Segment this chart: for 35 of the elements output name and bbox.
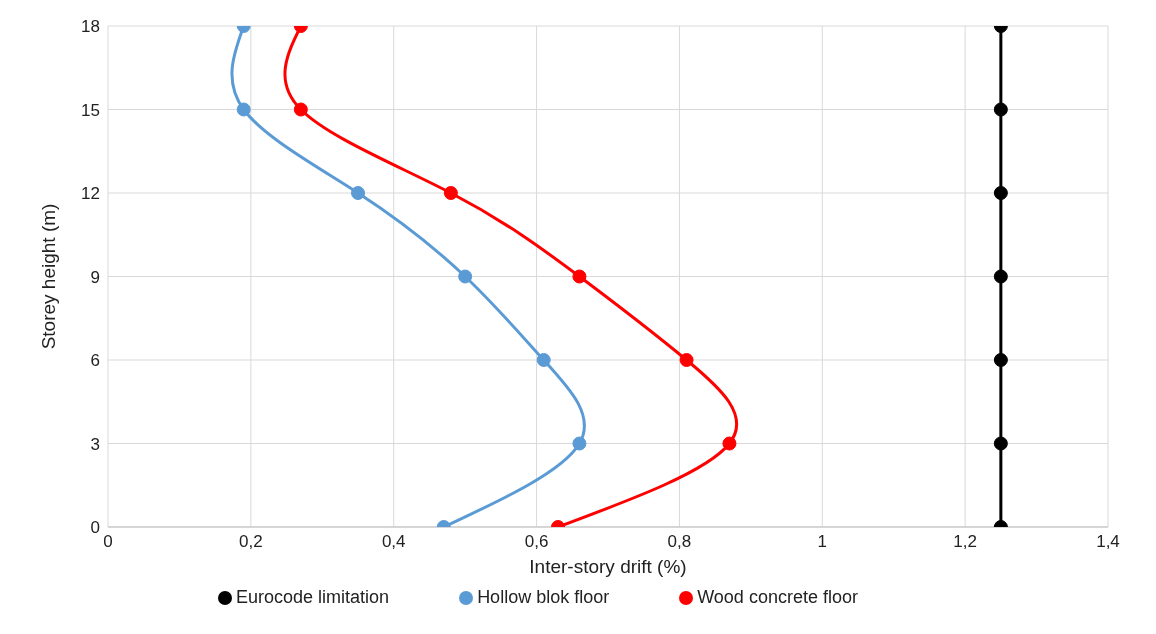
x-tick-label: 0,8 — [667, 532, 692, 552]
x-tick-label: 1 — [817, 532, 828, 552]
y-tick-label: 0 — [90, 518, 100, 538]
point — [572, 436, 587, 451]
point — [993, 436, 1008, 451]
point — [993, 102, 1008, 117]
point — [458, 269, 473, 284]
y-tick-label: 18 — [81, 17, 100, 37]
y-tick-label: 12 — [81, 184, 100, 204]
x-tick-label: 1,2 — [953, 532, 977, 552]
point — [236, 102, 251, 117]
point — [722, 436, 737, 451]
point — [351, 186, 365, 200]
x-axis-title: Inter-story drift (%) — [529, 556, 687, 577]
y-tick-label: 15 — [81, 100, 100, 120]
y-axis-title: Storey height (m) — [37, 203, 59, 350]
y-tick-label: 6 — [90, 351, 100, 371]
point — [536, 353, 551, 367]
x-tick-label: 0,6 — [524, 532, 549, 552]
x-tick-label: 0 — [103, 532, 113, 552]
point — [572, 269, 587, 284]
legend-label: Eurocode limitation — [236, 587, 390, 607]
point — [293, 102, 308, 117]
y-tick-label: 3 — [90, 434, 100, 454]
point — [993, 353, 1008, 367]
x-tick-label: 0,2 — [239, 532, 263, 552]
x-tick-label: 0,4 — [381, 532, 406, 552]
y-tick-label: 9 — [90, 267, 100, 287]
point — [443, 186, 458, 200]
legend-label: Hollow blok floor — [477, 587, 610, 607]
point — [993, 186, 1008, 200]
point — [993, 269, 1008, 284]
legend-label: Wood concrete floor — [697, 587, 858, 607]
point — [679, 353, 694, 367]
x-tick-label: 1,4 — [1096, 532, 1120, 552]
